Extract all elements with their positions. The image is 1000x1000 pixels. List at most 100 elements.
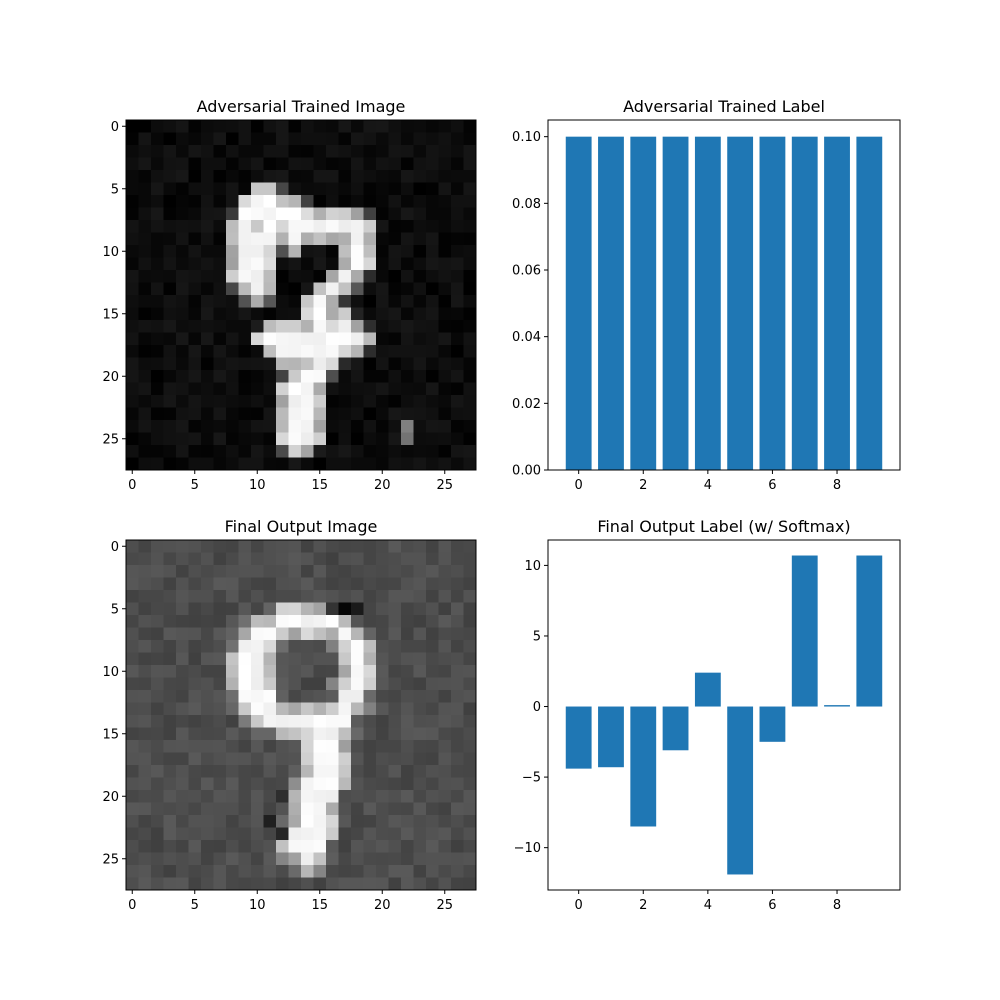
heatmap-cell xyxy=(201,552,214,566)
heatmap-cell xyxy=(351,602,364,616)
heatmap-cell xyxy=(451,565,464,578)
heatmap-cell xyxy=(163,220,177,233)
heatmap-cell xyxy=(438,540,452,553)
heatmap-cell xyxy=(163,665,177,678)
heatmap-cell xyxy=(388,577,402,591)
heatmap-cell xyxy=(288,690,302,703)
heatmap-cell xyxy=(413,565,427,578)
heatmap-cell xyxy=(276,345,289,358)
heatmap-cell xyxy=(201,220,214,233)
heatmap-cell xyxy=(213,332,227,346)
heatmap-cell xyxy=(301,802,314,816)
heatmap-cell xyxy=(451,552,464,566)
heatmap-cell xyxy=(463,627,477,641)
heatmap-cell xyxy=(213,445,227,458)
heatmap-cell xyxy=(326,295,339,308)
heatmap-cell xyxy=(163,345,177,358)
heatmap-cell xyxy=(401,182,414,196)
heatmap-cell xyxy=(401,802,414,816)
heatmap-cell xyxy=(213,602,227,616)
heatmap-cell xyxy=(188,420,202,433)
heatmap-cell xyxy=(213,715,227,728)
heatmap-cell xyxy=(401,332,414,346)
heatmap-cell xyxy=(288,132,302,146)
heatmap-cell xyxy=(226,345,239,358)
heatmap-cell xyxy=(326,690,339,703)
heatmap-cell xyxy=(313,382,327,396)
heatmap-cell xyxy=(288,457,302,471)
heatmap-cell xyxy=(426,715,439,728)
heatmap-cell xyxy=(226,132,239,146)
heatmap-cell xyxy=(163,407,177,421)
heatmap-cell xyxy=(451,852,464,866)
heatmap-cell xyxy=(188,752,202,766)
heatmap-cell xyxy=(288,120,302,133)
heatmap-cell xyxy=(276,182,289,196)
heatmap-cell xyxy=(138,370,152,383)
heatmap-cell xyxy=(338,777,352,791)
heatmap-cell xyxy=(338,407,352,421)
heatmap-cell xyxy=(438,120,452,133)
heatmap-cell xyxy=(338,232,352,246)
heatmap-cell xyxy=(426,445,439,458)
heatmap-cell xyxy=(451,232,464,246)
heatmap-cell xyxy=(376,432,389,446)
heatmap-cell xyxy=(238,702,252,716)
heatmap-cell xyxy=(313,777,327,791)
heatmap-cell xyxy=(401,320,414,333)
heatmap-cell xyxy=(276,207,289,221)
heatmap-cell xyxy=(338,602,352,616)
heatmap-cell xyxy=(188,802,202,816)
heatmap-cell xyxy=(251,652,264,666)
heatmap-cell xyxy=(226,627,239,641)
heatmap-cell xyxy=(438,715,452,728)
y-tick-label: 20 xyxy=(102,790,119,805)
heatmap-cell xyxy=(251,715,264,728)
y-axis: 0.000.020.040.060.080.10 xyxy=(512,130,548,479)
y-tick-label: 10 xyxy=(524,559,541,574)
heatmap-cell xyxy=(151,145,164,158)
heatmap-cell xyxy=(176,170,189,183)
heatmap-cell xyxy=(388,120,402,133)
heatmap-cell xyxy=(313,865,327,878)
heatmap-cell xyxy=(426,652,439,666)
heatmap-cell xyxy=(363,765,377,778)
heatmap-cell xyxy=(276,777,289,791)
heatmap-cell xyxy=(463,170,477,183)
heatmap-cell xyxy=(276,615,289,628)
x-tick-label: 0 xyxy=(575,898,583,913)
heatmap-cell xyxy=(201,602,214,616)
heatmap-cell xyxy=(188,552,202,566)
heatmap-cell xyxy=(376,577,389,591)
heatmap-cell xyxy=(301,245,314,258)
heatmap-cell xyxy=(401,840,414,853)
heatmap-cell xyxy=(276,320,289,333)
heatmap-cell xyxy=(363,270,377,283)
heatmap-cell xyxy=(426,270,439,283)
heatmap-cell xyxy=(326,345,339,358)
heatmap-cell xyxy=(363,865,377,878)
heatmap-cell xyxy=(126,877,139,891)
heatmap-cell xyxy=(276,270,289,283)
heatmap-cell xyxy=(251,332,264,346)
heatmap-cell xyxy=(176,702,189,716)
heatmap-cell xyxy=(438,445,452,458)
heatmap-cell xyxy=(338,157,352,171)
heatmap-cell xyxy=(438,815,452,828)
heatmap-cell xyxy=(201,357,214,371)
heatmap-cell xyxy=(463,145,477,158)
heatmap-cell xyxy=(401,702,414,716)
heatmap-cell xyxy=(238,407,252,421)
heatmap-cell xyxy=(363,145,377,158)
heatmap-cell xyxy=(276,232,289,246)
heatmap-cell xyxy=(138,220,152,233)
heatmap-cell xyxy=(326,777,339,791)
heatmap-cell xyxy=(351,802,364,816)
heatmap-cell xyxy=(288,320,302,333)
heatmap-cell xyxy=(288,445,302,458)
heatmap-cell xyxy=(463,827,477,841)
heatmap-cell xyxy=(451,382,464,396)
heatmap-cell xyxy=(438,345,452,358)
x-tick-label: 10 xyxy=(249,478,266,493)
heatmap-cell xyxy=(451,777,464,791)
